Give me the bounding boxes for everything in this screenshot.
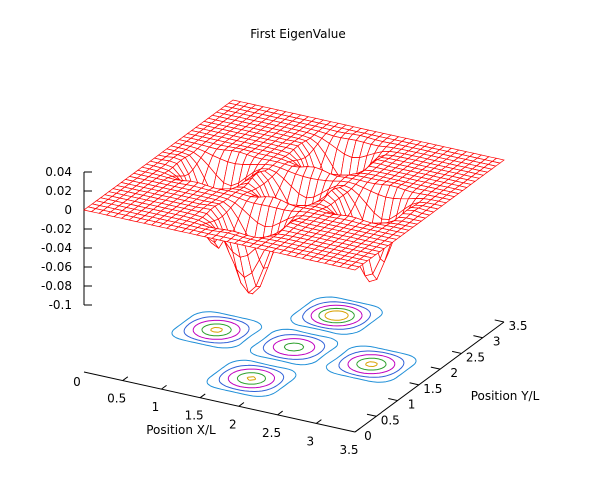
x-tick-mark xyxy=(122,376,129,381)
y-tick-mark xyxy=(366,413,377,417)
x-tick-label: 1 xyxy=(152,400,160,414)
y-tick-mark xyxy=(409,382,419,386)
x-tick-mark xyxy=(354,427,361,433)
y-tick-label: 3.5 xyxy=(508,319,527,333)
x-tick-label: 0.5 xyxy=(107,392,126,406)
y-tick-label: 1 xyxy=(408,398,416,412)
y-tick-label: 1.5 xyxy=(423,382,442,396)
x-tick-label: 3.5 xyxy=(339,443,358,457)
contour-line xyxy=(183,301,405,392)
surface-mesh xyxy=(83,99,505,295)
x-axis-line xyxy=(83,371,356,433)
x-tick-mark xyxy=(238,402,245,407)
z-tick-label: 0.04 xyxy=(45,165,72,179)
z-tick-label: -0.04 xyxy=(41,241,72,255)
base-axes xyxy=(83,321,505,433)
origin-tick-label: 0 xyxy=(73,375,81,389)
contour-line xyxy=(210,310,378,381)
x-tick-mark xyxy=(199,393,206,399)
y-tick-mark xyxy=(388,398,398,402)
y-tick-label: 3 xyxy=(493,335,501,349)
y-tick-mark xyxy=(452,350,462,354)
x-tick-mark xyxy=(315,419,322,424)
y-tick-mark xyxy=(473,335,483,339)
chart-title: First EigenValue xyxy=(250,27,346,41)
x-tick-label: 2.5 xyxy=(262,426,281,440)
y-axis-ticks: 0 0.5 1 1.5 2 2.5 3 3.5 xyxy=(364,319,527,443)
y-tick-label: 2 xyxy=(450,366,458,380)
y-tick-mark xyxy=(430,366,441,370)
x-tick-label: 2 xyxy=(229,417,237,431)
z-tick-label: 0.02 xyxy=(45,184,72,198)
z-tick-label: -0.1 xyxy=(49,298,72,312)
z-tick-label: -0.02 xyxy=(41,222,72,236)
x-tick-label: 1.5 xyxy=(185,409,204,423)
contour-map xyxy=(171,296,417,397)
z-axis: 0.04 0.02 0 -0.02 -0.04 -0.06 -0.08 -0.1 xyxy=(41,165,92,312)
x-axis-label: Position X/L xyxy=(146,423,216,437)
z-tick-label: -0.06 xyxy=(41,260,72,274)
y-tick-mark xyxy=(494,319,505,323)
y-tick-label: 2.5 xyxy=(466,350,485,364)
x-tick-label: 3 xyxy=(306,434,314,448)
y-axis-label: Position Y/L xyxy=(471,389,540,403)
z-tick-label: 0 xyxy=(64,203,72,217)
contour-line xyxy=(201,307,387,385)
x-tick-mark xyxy=(161,384,167,390)
z-tick-label: -0.08 xyxy=(41,279,72,293)
contour-line xyxy=(171,296,417,397)
y-origin-tick-label: 0 xyxy=(364,429,372,443)
x-tick-mark xyxy=(277,410,283,416)
y-tick-label: 0.5 xyxy=(381,413,400,427)
y-axis-line xyxy=(354,321,505,433)
contour-line xyxy=(192,304,396,389)
surface-cell xyxy=(346,264,360,271)
x-axis-ticks: 0.5 1 1.5 2 2.5 3 3.5 xyxy=(107,376,361,457)
